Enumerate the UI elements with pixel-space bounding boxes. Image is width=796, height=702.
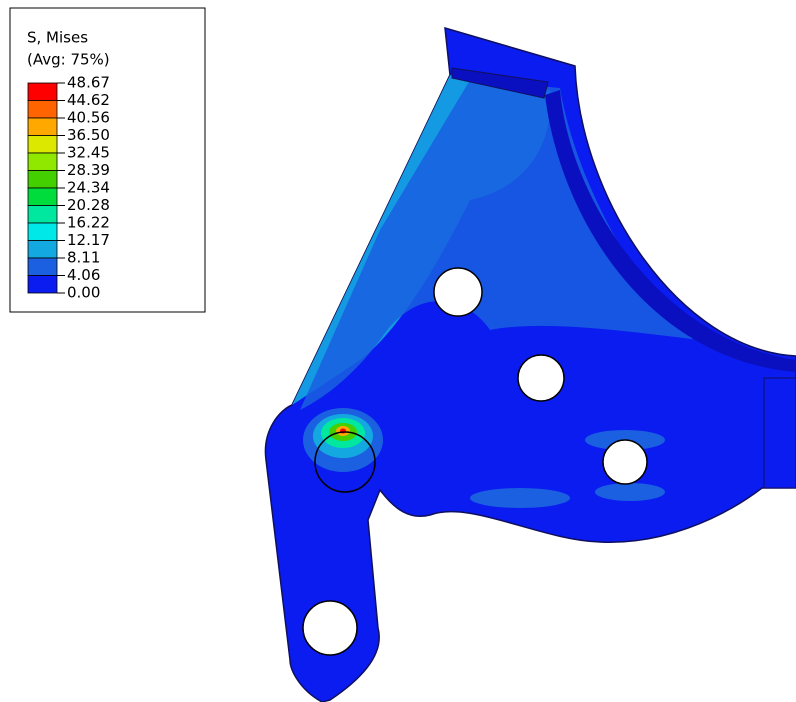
color-band — [28, 83, 57, 101]
color-band — [28, 258, 57, 276]
color-band — [28, 136, 57, 154]
model — [265, 28, 796, 702]
color-band — [28, 276, 57, 294]
level-label: 12.17 — [67, 231, 110, 249]
legend: S, Mises (Avg: 75%) 48.6744.6240.5636.50… — [10, 8, 205, 312]
level-label: 16.22 — [67, 214, 110, 232]
color-band — [28, 101, 57, 119]
color-band — [28, 171, 57, 189]
level-label: 32.45 — [67, 144, 110, 162]
color-band — [28, 206, 57, 224]
color-band — [28, 118, 57, 136]
level-label: 4.06 — [67, 266, 100, 284]
level-label: 8.11 — [67, 249, 100, 267]
level-label: 36.50 — [67, 126, 110, 144]
level-label: 24.34 — [67, 179, 110, 197]
level-label: 48.67 — [67, 74, 110, 92]
contour-plot: S, Mises (Avg: 75%) 48.6744.6240.5636.50… — [0, 0, 796, 702]
color-band — [28, 223, 57, 241]
legend-subtitle: (Avg: 75%) — [27, 51, 110, 69]
level-label: 0.00 — [67, 284, 100, 302]
level-label: 28.39 — [67, 161, 110, 179]
level-label: 44.62 — [67, 91, 110, 109]
color-band — [28, 153, 57, 171]
level-label: 40.56 — [67, 109, 110, 127]
color-band — [28, 241, 57, 259]
level-label: 20.28 — [67, 196, 110, 214]
legend-title: S, Mises — [27, 29, 88, 47]
color-band — [28, 188, 57, 206]
